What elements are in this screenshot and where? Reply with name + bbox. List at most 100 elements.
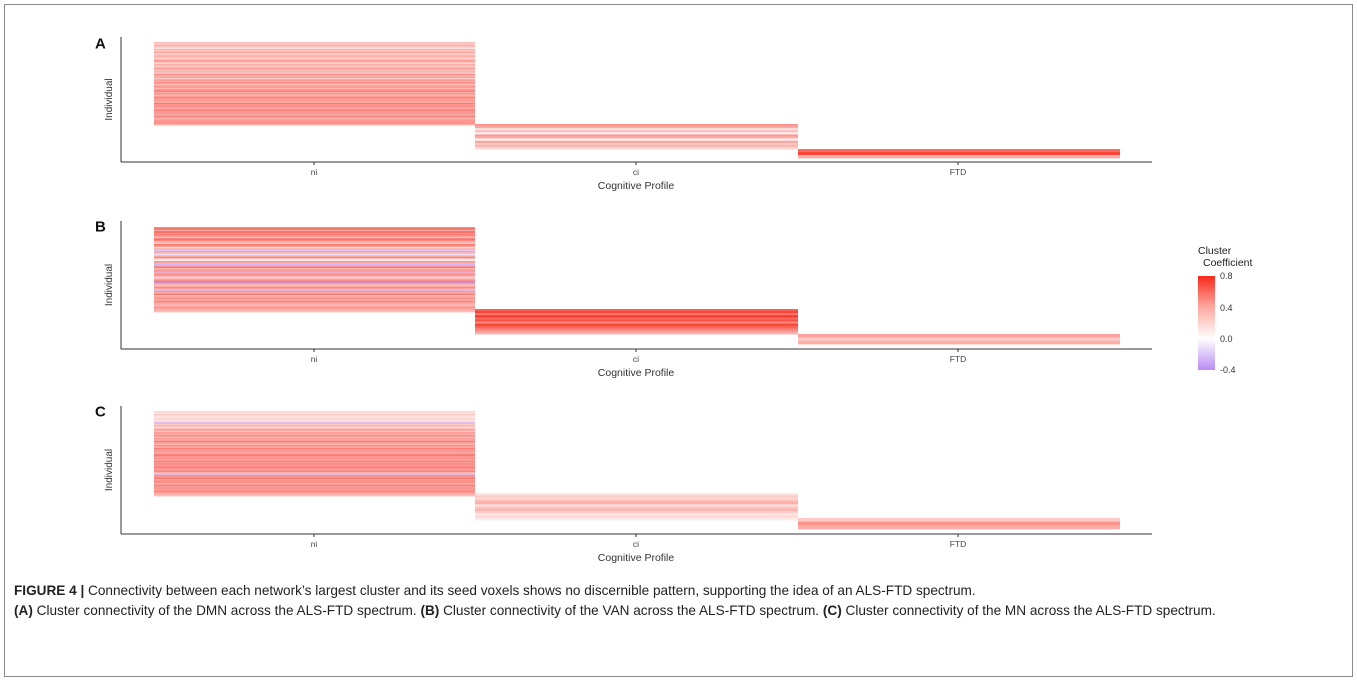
heat-cell-ni [154,51,475,54]
heat-cell-ni [154,47,475,50]
heat-cell-ni [154,42,475,44]
heat-cell-ni [154,463,475,466]
heat-cell-ni [154,486,475,488]
heat-cell-ni [154,462,475,464]
heat-cell-ni [154,94,475,97]
x-tick-label: ni [311,354,318,364]
heat-cell-ni [154,259,475,262]
heat-cell-ni [154,430,475,433]
heat-cell-ni [154,297,475,300]
panel-B: B Individual ni ci FTD Cognitive Profile [95,218,1152,379]
heat-cell-ci [475,128,798,131]
heat-cell-ci [475,506,798,510]
heat-cell-ni [154,279,475,282]
heat-cell-ni [154,91,475,94]
x-tick-label: FTD [950,539,967,549]
panel-label: B [95,218,106,235]
heat-cell-ni [154,420,475,423]
heat-cell-ni [154,89,475,91]
heat-cell-ni [154,447,475,450]
heat-cell-ni [154,266,475,269]
heat-cell-ni [154,76,475,79]
heat-cell-ni [154,53,475,55]
heat-cell-ni [154,276,475,279]
heat-cell-ni [154,494,475,497]
heat-cell-ni [154,115,475,118]
heat-cell-ni [154,258,475,260]
heat-cell-ni [154,296,475,299]
heat-cell-ni [154,104,475,107]
heat-cell-ni [154,109,475,112]
heat-cell-ni [154,54,475,57]
heat-cell-ni [154,491,475,494]
caption-c-text: Cluster connectivity of the MN across th… [841,603,1216,618]
x-axis-label: Cognitive Profile [598,180,675,192]
heat-cell-ni [154,71,475,73]
heat-cell-ci [475,504,798,507]
heat-cell-ci [475,142,798,146]
heat-cell-ni [154,62,475,65]
heat-cell-ni [154,68,475,71]
heat-cell-ci [475,495,798,498]
heat-cell-ci [475,319,798,322]
heat-cell-ni [154,228,475,231]
heat-cell-ni [154,270,475,273]
heat-cell-ci [475,517,798,521]
heat-cell-FTD [798,149,1120,153]
heat-cell-ni [154,232,475,235]
heat-cell-ni [154,439,475,442]
heat-cell-ni [154,82,475,84]
heat-cell-ni [154,278,475,280]
heat-cell-ni [154,471,475,474]
heat-cell-ni [154,283,475,286]
heat-cell-ni [154,304,475,307]
heat-cell-ni [154,119,475,122]
heat-cell-ni [154,66,475,69]
panel-label: C [95,403,106,420]
heat-cell-ni [154,235,475,238]
heat-cell-ni [154,97,475,100]
heat-cell-ni [154,480,475,483]
heat-cell-ni [154,86,475,89]
heat-cell-ni [154,459,475,461]
heat-cell-ni [154,466,475,469]
heat-cell-ni [154,262,475,265]
heat-cell-ni [154,43,475,46]
heat-cell-ni [154,429,475,432]
heat-cell-ci [475,515,798,519]
heat-cell-ni [154,50,475,53]
heat-cell-ni [154,303,475,306]
heat-cell-ni [154,79,475,82]
heat-cell-ci [475,327,798,331]
heat-cell-ni [154,112,475,115]
heat-cell-ni [154,445,475,447]
heat-cell-ci [475,497,798,501]
heat-cell-ni [154,487,475,490]
heat-cell-ni [154,113,475,116]
heat-cell-ni [154,286,475,289]
heat-cell-ni [154,310,475,313]
heat-cell-ni [154,488,475,491]
heat-cell-ni [154,440,475,443]
figure-svg: A Individual ni ci FTD Cognitive Profile B Indi… [95,35,1253,564]
heat-cell-ni [154,46,475,48]
heat-cell-ni [154,273,475,276]
heat-cell-ni [154,118,475,120]
heat-cell-ni [154,75,475,77]
panels-group: A Individual ni ci FTD Cognitive Profile B Indi… [95,35,1152,564]
heat-cell-ni [154,265,475,268]
heat-cell-ni [154,470,475,473]
heat-cell-ni [154,84,475,87]
heat-cell-ci [475,124,798,127]
heat-cell-ni [154,428,475,430]
heat-cell-ni [154,443,475,446]
heat-cell-ni [154,101,475,104]
heat-cell-FTD [798,152,1120,156]
heat-cell-ni [154,252,475,255]
heat-cell-ni [154,469,475,471]
heat-cell-ni [154,108,475,111]
heat-cell-ci [475,136,798,139]
color-legend: Cluster Coefficient 0.8 0.4 0.0 -0.4 [1198,245,1253,375]
x-axis-label: Cognitive Profile [598,367,675,379]
figure-caption: FIGURE 4 | Connectivity between each net… [14,581,1332,621]
